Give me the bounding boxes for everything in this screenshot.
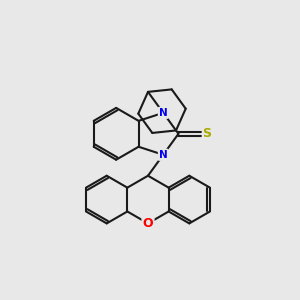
Text: O: O	[143, 217, 153, 230]
Text: S: S	[202, 127, 211, 140]
Text: N: N	[159, 150, 168, 160]
Text: N: N	[159, 108, 168, 118]
